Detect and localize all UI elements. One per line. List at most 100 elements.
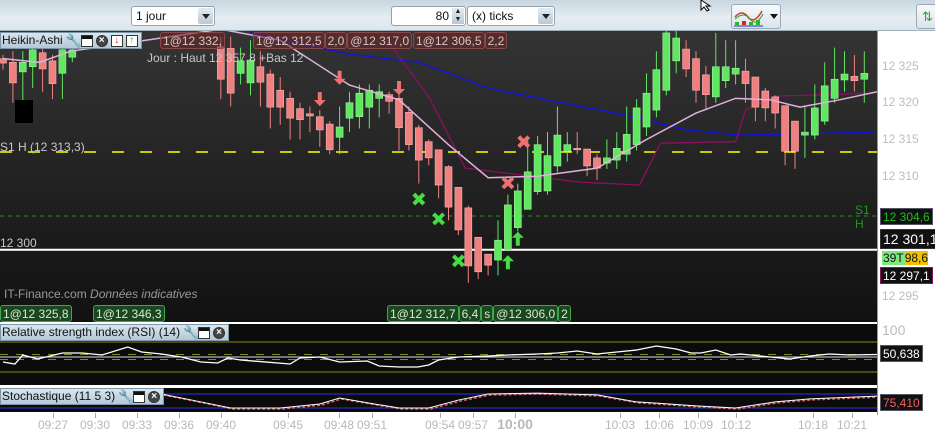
candle-body xyxy=(246,59,255,84)
time-label: 10:12 xyxy=(720,418,752,432)
rsi-title: Relative strength index (RSI) (14) xyxy=(2,325,181,339)
rsi-panel[interactable]: Relative strength index (RSI) (14) 🔧 × xyxy=(0,324,877,385)
wrench-icon[interactable]: 🔧 xyxy=(65,32,82,48)
window-icon[interactable] xyxy=(80,34,93,47)
candle-body xyxy=(276,89,285,108)
candle-body xyxy=(632,107,641,145)
time-tick xyxy=(813,413,814,418)
time-tick xyxy=(53,413,54,418)
period-select[interactable]: 1 jour xyxy=(131,6,215,26)
wrench-icon[interactable]: 🔧 xyxy=(118,388,135,404)
order-tag[interactable]: 1@12 325,8 xyxy=(0,305,72,322)
order-tag[interactable]: 1@12 306,5 xyxy=(413,32,485,49)
time-label: 09:48 xyxy=(323,418,355,432)
order-tag[interactable]: 1@12 312,7 xyxy=(387,305,459,322)
order-tag[interactable]: @12 317,0 xyxy=(347,32,413,49)
time-label: 10:21 xyxy=(836,418,868,432)
candle-body xyxy=(226,48,235,94)
chevron-down-icon[interactable] xyxy=(538,8,553,24)
candle-body xyxy=(523,171,532,210)
watermark-note: Données indicatives xyxy=(90,287,198,301)
wrench-icon[interactable]: 🔧 xyxy=(183,324,200,340)
order-tag[interactable]: 1@12 312,5 xyxy=(253,32,325,49)
stochastic-title: Stochastique (11 5 3) xyxy=(2,389,116,403)
rsi-line xyxy=(2,345,877,368)
order-tag[interactable]: 6,4 xyxy=(458,305,482,322)
time-tick xyxy=(515,413,516,418)
time-label: 10:09 xyxy=(682,418,714,432)
price-chart[interactable]: Heikin-Ashi 🔧 × ↓ ↑ Jour : Haut 12 357,8… xyxy=(0,31,877,322)
time-tick xyxy=(659,413,660,418)
units-value: 80 xyxy=(435,9,449,23)
candle-body xyxy=(622,134,631,155)
rsi-header: Relative strength index (RSI) (14) 🔧 × xyxy=(0,324,230,341)
close-icon[interactable]: × xyxy=(148,390,161,403)
window-icon[interactable] xyxy=(133,390,146,403)
time-tick xyxy=(339,413,340,418)
time-label: 10:18 xyxy=(797,418,829,432)
candle-body xyxy=(266,73,275,108)
candle-body xyxy=(395,98,403,129)
stochastic-signal-line xyxy=(143,393,877,410)
candle-body xyxy=(543,155,552,192)
stochastic-value-tag: 75,410 xyxy=(880,394,923,411)
s1-price-tag: 12 304,6 xyxy=(880,208,933,225)
order-tag[interactable]: 2,2 xyxy=(484,32,508,49)
time-label: 09:45 xyxy=(272,418,304,432)
candle-body xyxy=(256,66,265,83)
order-tag[interactable]: 1@12 346,3 xyxy=(93,305,165,322)
time-tick xyxy=(698,413,699,418)
units-value-input[interactable]: 80 ▲ ▼ xyxy=(391,6,466,26)
price-tick: 12 295 xyxy=(882,289,919,303)
order-tag[interactable]: 2 xyxy=(558,305,571,322)
sell-arrow-icon xyxy=(393,81,405,96)
time-label: 09:57 xyxy=(457,418,489,432)
candle-body xyxy=(286,98,294,119)
chart-type-button[interactable] xyxy=(731,4,781,29)
time-label: 10:03 xyxy=(604,418,636,432)
s1-label: S1 H xyxy=(855,203,870,231)
buy-order-icon[interactable]: ↑ xyxy=(125,34,138,47)
watermark: IT-Finance.com Données indicatives xyxy=(4,287,197,301)
order-tags-group: 1@12 306,5 2,2 xyxy=(413,32,508,49)
time-tick xyxy=(95,413,96,418)
spinner-icon[interactable]: ▲ ▼ xyxy=(452,8,464,24)
time-label: 09:30 xyxy=(79,418,111,432)
candle-body xyxy=(781,105,789,152)
order-tags-group: 1@12 346,3 xyxy=(93,305,165,322)
candle-body xyxy=(9,62,17,84)
time-label: 10:06 xyxy=(643,418,675,432)
chart-header: Heikin-Ashi 🔧 × ↓ ↑ xyxy=(0,32,142,49)
candle-body xyxy=(810,107,819,136)
price-chart-canvas[interactable] xyxy=(0,31,877,322)
close-icon[interactable]: × xyxy=(95,34,108,47)
candle-body xyxy=(68,49,77,58)
time-tick xyxy=(473,413,474,418)
candle-body xyxy=(731,67,740,75)
units-type-select[interactable]: (x) ticks xyxy=(467,6,555,26)
arrows-icon: ⇅ xyxy=(922,9,933,24)
window-icon[interactable] xyxy=(198,326,211,339)
candle-body xyxy=(771,96,780,114)
order-tag[interactable]: @12 306,0 xyxy=(493,305,559,322)
stochastic-panel[interactable]: Stochastique (11 5 3) 🔧 × xyxy=(0,388,877,412)
close-icon[interactable]: × xyxy=(213,326,226,339)
order-tag[interactable]: 1@12 332, xyxy=(160,32,225,49)
price-axis[interactable]: 12 325 12 320 12 315 12 310 12 295 12 30… xyxy=(877,31,935,415)
candle-body xyxy=(365,89,374,108)
candle-body xyxy=(801,131,809,136)
level-label: 12 300 xyxy=(0,236,37,250)
candle-body xyxy=(236,60,245,74)
sell-order-icon[interactable]: ↓ xyxy=(110,34,123,47)
candle-body xyxy=(424,141,433,159)
order-tag[interactable]: 2,0 xyxy=(324,32,348,49)
candle-body xyxy=(573,148,582,151)
chevron-down-icon[interactable] xyxy=(770,14,778,23)
buy-arrow-icon xyxy=(501,255,514,270)
time-tick xyxy=(736,413,737,418)
candle-body xyxy=(18,62,27,73)
order-tag[interactable]: s xyxy=(481,305,494,322)
rsi-axis-max: 100 xyxy=(882,322,906,338)
chevron-down-icon[interactable] xyxy=(198,8,213,24)
arrows-button[interactable]: ⇅ xyxy=(916,4,935,29)
